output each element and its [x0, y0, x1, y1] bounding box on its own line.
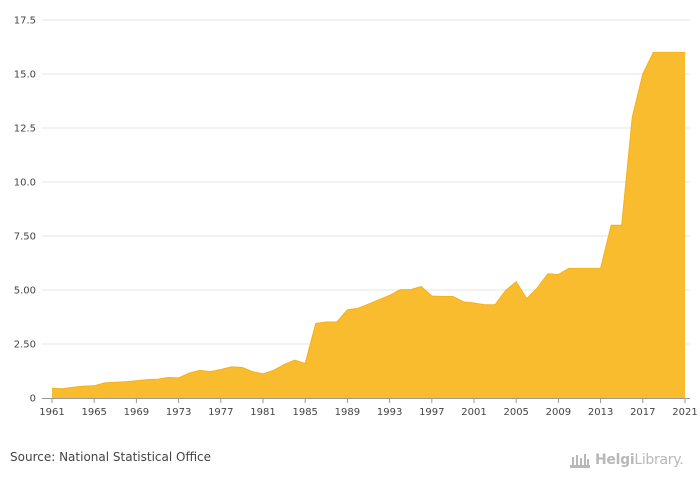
area-series: [51, 51, 685, 399]
brand-name-bold: Helgi: [595, 452, 635, 468]
library-building-icon: [570, 454, 590, 468]
x-tick-label: 1977: [208, 407, 233, 418]
x-tick-label: 1961: [39, 407, 64, 418]
x-tick-label: 2021: [672, 407, 697, 418]
x-tick-label: 1985: [292, 407, 317, 418]
y-tick-label: 15.0: [14, 70, 36, 81]
brand-name: HelgiLibrary.: [595, 452, 684, 468]
y-tick-label: 0: [30, 394, 36, 405]
x-tick-label: 2009: [546, 407, 571, 418]
brand-name-rest: Library.: [634, 452, 684, 468]
x-tick-label: 1993: [377, 407, 402, 418]
x-tick-label: 1981: [250, 407, 275, 418]
x-axis: [42, 398, 690, 403]
y-tick-label: 12.5: [14, 124, 36, 135]
y-tick-label: 2.50: [14, 340, 36, 351]
x-tick-label: 2005: [503, 407, 528, 418]
y-tick-label: 17.5: [14, 16, 36, 27]
x-tick-label: 1989: [335, 407, 360, 418]
x-tick-label: 2017: [630, 407, 655, 418]
x-tick-label: 1973: [166, 407, 191, 418]
x-tick-label: 1965: [81, 407, 106, 418]
y-tick-label: 5.00: [14, 286, 36, 297]
area-line: [51, 51, 685, 390]
y-axis-labels: 0 2.50 5.00 7.50 10.0 12.5 15.0 17.5: [14, 16, 36, 405]
area-fill: [52, 52, 685, 399]
x-axis-labels: 1961 1965 1969 1973 1977 1981 1985 1989 1993 1997…: [39, 407, 697, 418]
y-tick-label: 10.0: [14, 178, 36, 189]
x-tick-label: 2001: [461, 407, 486, 418]
gridlines: [42, 19, 690, 345]
x-tick-label: 1997: [419, 407, 444, 418]
y-tick-label: 7.50: [14, 232, 36, 243]
x-tick-label: 2013: [588, 407, 613, 418]
source-note: Source: National Statistical Office: [10, 450, 212, 464]
x-tick-label: 1969: [124, 407, 149, 418]
helgi-library-logo: HelgiLibrary.: [569, 448, 694, 472]
